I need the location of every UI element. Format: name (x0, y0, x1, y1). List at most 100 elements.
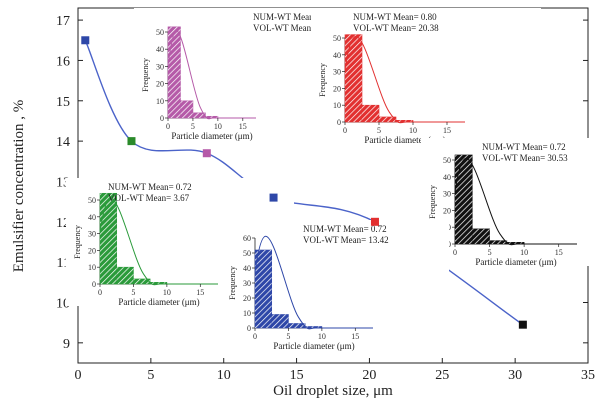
inset-x-tick-label: 5 (191, 122, 195, 131)
inset-bar-hatch (305, 326, 322, 328)
x-tick-label: 25 (435, 368, 449, 383)
inset-blue: 0 5 10 15 0 10 20 30 40 50 60 Particle diameter (μm… (221, 220, 449, 351)
inset-bar-hatch (192, 112, 206, 118)
inset-y-tick-label: 50 (156, 28, 164, 37)
y-axis-label: Emulsifier concentration , % (11, 100, 27, 272)
inset-x-tick-label: 0 (166, 122, 170, 131)
inset-x-label: Particle diameter (μm) (171, 131, 252, 141)
inset-num-mean: NUM-WT Mean= 0.72 (303, 224, 387, 234)
inset-x-tick-label: 15 (239, 122, 247, 131)
inset-y-tick-label: 40 (243, 264, 251, 273)
inset-num-mean: NUM-WT Mean= 0.72 (108, 182, 192, 192)
inset-fit-curve (454, 157, 577, 246)
inset-y-tick-label: 0 (92, 280, 96, 289)
inset-y-tick-label: 50 (333, 34, 341, 43)
inset-bar-hatch (168, 26, 181, 119)
x-axis-label: Oil droplet size, μm (273, 383, 393, 399)
inset-bar-hatch (345, 34, 362, 122)
inset-x-tick-label: 5 (131, 288, 135, 297)
y-tick-label: 9 (63, 337, 70, 352)
inset-num-mean: NUM-WT Mean= 0.80 (353, 12, 437, 22)
inset-red: 0 5 10 15 0 10 20 30 40 50 Particle diameter (μm) F… (311, 8, 541, 145)
inset-x-tick-label: 0 (453, 248, 457, 257)
inset-y-tick-label: 10 (243, 309, 251, 318)
inset-x-tick-label: 0 (343, 126, 347, 135)
inset-y-tick-label: 40 (156, 45, 164, 54)
data-point (269, 193, 278, 202)
inset-x-label: Particle diameter (μm) (475, 257, 556, 267)
inset-y-label: Frequency (73, 225, 82, 259)
inset-y-label: Frequency (228, 266, 237, 300)
inset-x-tick-label: 10 (163, 288, 171, 297)
inset-y-tick-label: 10 (156, 97, 164, 106)
inset-y-tick-label: 20 (156, 80, 164, 89)
inset-bar-hatch (396, 120, 413, 122)
inset-x-tick-label: 10 (409, 126, 417, 135)
inset-y-tick-label: 50 (443, 156, 451, 165)
data-point (518, 320, 527, 329)
inset-bar-hatch (472, 228, 490, 244)
inset-x-tick-label: 10 (214, 122, 222, 131)
inset-x-tick-label: 15 (196, 288, 204, 297)
inset-purple: 0 5 10 15 0 10 20 30 40 50 Particle diameter (μm) F… (134, 8, 337, 141)
inset-y-tick-label: 20 (443, 206, 451, 215)
data-point (81, 36, 90, 45)
inset-bar-hatch (379, 116, 396, 122)
inset-bar-hatch (362, 105, 379, 122)
inset-bar-hatch (489, 240, 507, 244)
inset-bar-hatch (100, 193, 117, 284)
inset-vol-mean: VOL-WT Mean= 13.42 (303, 235, 389, 245)
y-tick-label: 16 (56, 54, 70, 69)
inset-x-tick-label: 0 (253, 332, 257, 341)
inset-y-tick-label: 30 (156, 62, 164, 71)
inset-num-mean: NUM-WT Mean= 0.72 (482, 142, 566, 152)
inset-vol-mean: VOL-WT Mean= 20.38 (353, 23, 439, 33)
inset-x-label: Particle diameter (μm) (364, 135, 445, 145)
inset-bar-hatch (506, 242, 525, 244)
inset-y-tick-label: 20 (333, 84, 341, 93)
x-tick-label: 5 (147, 368, 154, 383)
y-tick-label: 14 (56, 135, 70, 150)
inset-fit-curve (99, 197, 218, 286)
inset-bar-hatch (255, 250, 272, 328)
inset-y-tick-label: 20 (88, 246, 96, 255)
inset-x-tick-label: 5 (286, 332, 290, 341)
x-tick-label: 35 (581, 368, 595, 383)
inset-bar-hatch (455, 154, 473, 244)
inset-x-tick-label: 10 (520, 248, 528, 257)
inset-x-tick-label: 5 (488, 248, 492, 257)
inset-bar-hatch (116, 267, 134, 284)
inset-y-tick-label: 20 (243, 294, 251, 303)
x-tick-label: 15 (290, 368, 304, 383)
inset-y-tick-label: 30 (243, 279, 251, 288)
inset-y-tick-label: 40 (88, 213, 96, 222)
inset-y-tick-label: 50 (243, 249, 251, 258)
inset-y-tick-label: 10 (88, 263, 96, 272)
y-tick-label: 15 (56, 95, 70, 110)
inset-y-tick-label: 30 (88, 230, 96, 239)
inset-y-label: Frequency (141, 58, 150, 92)
inset-x-label: Particle diameter (μm) (273, 341, 354, 351)
inset-x-tick-label: 10 (318, 332, 326, 341)
inset-x-tick-label: 15 (555, 248, 563, 257)
inset-y-tick-label: 60 (243, 234, 251, 243)
inset-x-label: Particle diameter (μm) (118, 297, 199, 307)
inset-x-tick-label: 15 (351, 332, 359, 341)
inset-num-mean: NUM-WT Mean= 0.72 (253, 12, 337, 22)
inset-y-tick-label: 40 (333, 51, 341, 60)
inset-y-label: Frequency (428, 185, 437, 219)
inset-x-tick-label: 15 (443, 126, 451, 135)
inset-y-tick-label: 0 (160, 114, 164, 123)
inset-y-tick-label: 40 (443, 173, 451, 182)
inset-y-tick-label: 0 (247, 324, 251, 333)
inset-bar-hatch (205, 116, 218, 118)
inset-bar-hatch (133, 278, 151, 284)
inset-y-tick-label: 30 (333, 68, 341, 77)
x-tick-label: 0 (75, 368, 82, 383)
data-point (202, 149, 211, 158)
inset-y-tick-label: 10 (333, 101, 341, 110)
x-tick-label: 30 (508, 368, 522, 383)
data-point (127, 137, 136, 146)
